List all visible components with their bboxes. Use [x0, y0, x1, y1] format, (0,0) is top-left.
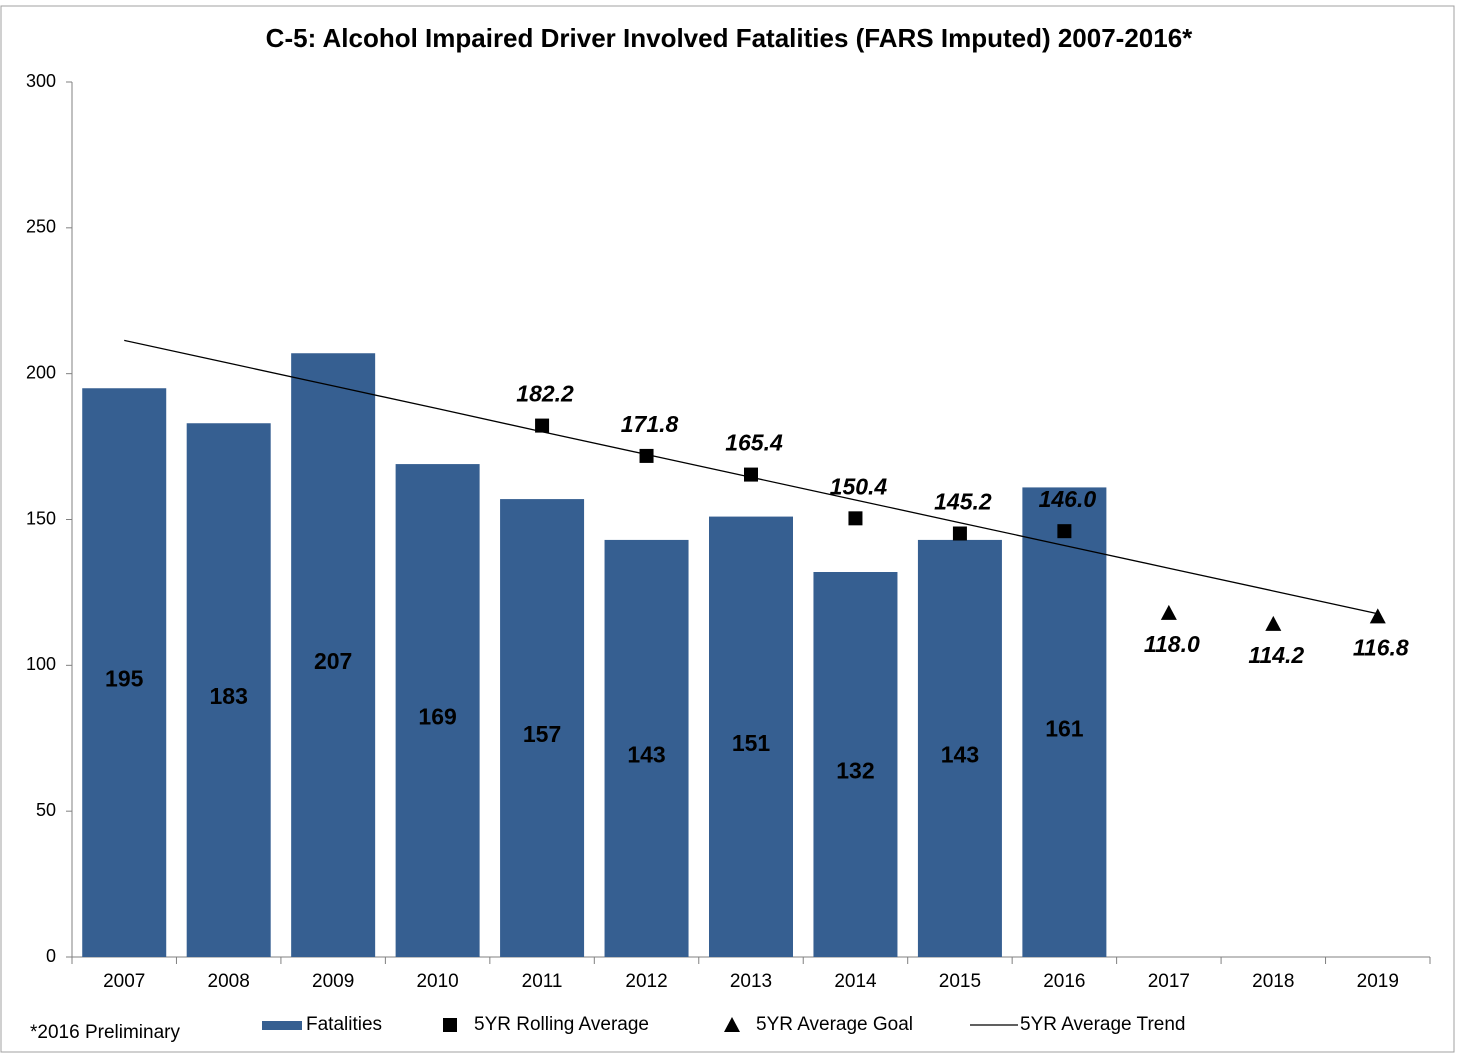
data-label: 182.2 [516, 381, 574, 407]
bar-label: 143 [627, 742, 665, 768]
data-label: 146.0 [1039, 486, 1097, 512]
x-tick-label: 2009 [312, 971, 354, 992]
legend-swatch [262, 1021, 302, 1030]
footnote: *2016 Preliminary [30, 1022, 180, 1043]
y-tick-label: 50 [36, 800, 56, 820]
x-tick-label: 2018 [1252, 971, 1294, 992]
triangle-marker [1369, 608, 1386, 624]
data-label: 165.4 [725, 430, 783, 456]
data-label: 114.2 [1248, 642, 1304, 668]
triangle-marker [1160, 604, 1177, 620]
data-label: 116.8 [1353, 634, 1409, 660]
bar-label: 183 [210, 683, 248, 709]
bar [709, 516, 793, 957]
legend-label: 5YR Average Goal [756, 1014, 913, 1035]
x-tick-label: 2019 [1357, 971, 1399, 992]
bar-label: 161 [1045, 715, 1084, 741]
chart-title: C-5: Alcohol Impaired Driver Involved Fa… [266, 23, 1194, 53]
legend-label: 5YR Rolling Average [474, 1014, 649, 1035]
bar-label: 157 [523, 721, 561, 747]
x-tick-label: 2007 [103, 971, 145, 992]
bar-label: 151 [732, 730, 771, 756]
y-tick-label: 200 [26, 362, 56, 382]
square-marker [535, 418, 550, 433]
x-tick-label: 2013 [730, 971, 772, 992]
y-tick-label: 100 [26, 654, 56, 674]
bar [604, 539, 689, 957]
data-label: 145.2 [934, 489, 992, 515]
square-marker [848, 511, 863, 526]
bar-label: 195 [105, 666, 144, 692]
x-tick-label: 2010 [416, 971, 458, 992]
bar [813, 572, 898, 957]
bar-label: 207 [314, 648, 352, 674]
bar [395, 464, 480, 957]
legend-label: 5YR Average Trend [1020, 1014, 1185, 1035]
bar-label: 143 [941, 742, 979, 768]
x-tick-label: 2015 [939, 971, 981, 992]
bar [291, 353, 376, 957]
square-marker [443, 1018, 457, 1032]
square-marker [952, 526, 967, 541]
x-tick-label: 2011 [522, 971, 563, 992]
data-label: 150.4 [830, 473, 888, 499]
data-label: 171.8 [621, 411, 679, 437]
bar [1022, 487, 1107, 957]
x-tick-label: 2016 [1043, 971, 1085, 992]
trend-line [124, 339, 1378, 615]
x-tick-label: 2017 [1148, 971, 1190, 992]
triangle-marker [1265, 615, 1282, 631]
bar [917, 539, 1002, 957]
square-marker [1057, 524, 1072, 539]
bar-label: 169 [418, 704, 456, 730]
x-tick-label: 2014 [834, 971, 877, 992]
y-tick-label: 150 [26, 508, 56, 528]
bar [82, 388, 167, 957]
bar [500, 499, 585, 957]
square-marker [639, 448, 654, 463]
bar [186, 423, 271, 957]
y-tick-label: 250 [26, 217, 56, 237]
square-marker [744, 467, 758, 482]
data-label: 118.0 [1144, 631, 1200, 657]
y-tick-label: 0 [46, 946, 56, 966]
y-tick-label: 300 [26, 71, 56, 91]
bar-label: 132 [836, 758, 874, 784]
x-tick-label: 2012 [625, 971, 667, 992]
legend-label: Fatalities [306, 1014, 382, 1035]
x-tick-label: 2008 [208, 971, 250, 992]
triangle-marker [724, 1017, 740, 1032]
